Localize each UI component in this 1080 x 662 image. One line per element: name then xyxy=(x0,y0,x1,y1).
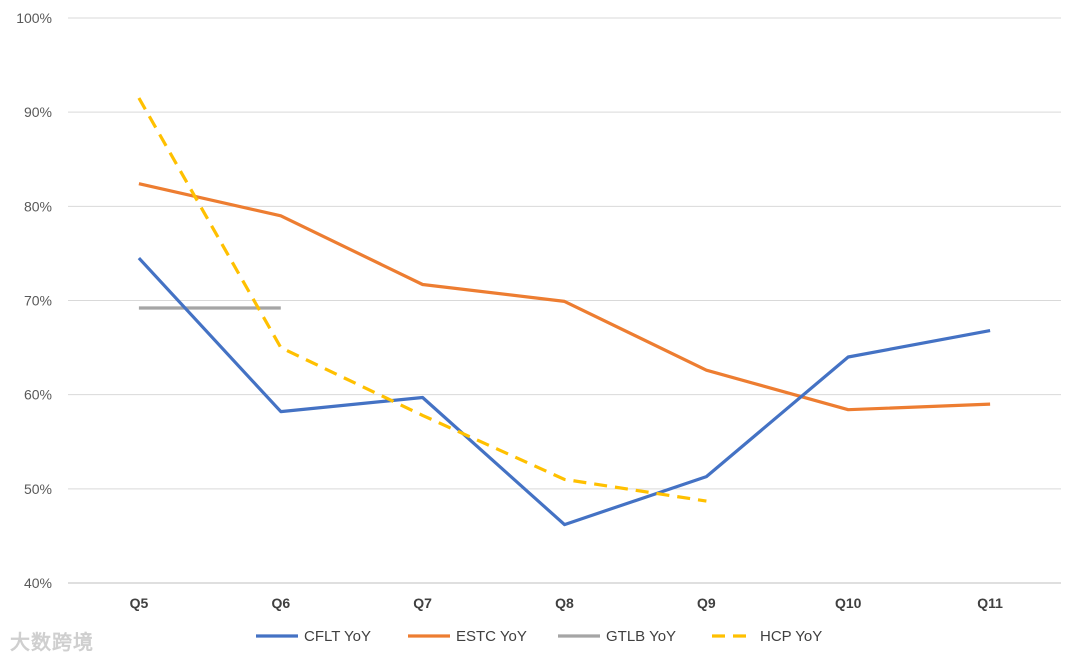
legend-label: GTLB YoY xyxy=(606,628,676,645)
y-tick-label: 40% xyxy=(24,575,52,591)
y-tick-label: 90% xyxy=(24,104,52,120)
legend-label: HCP YoY xyxy=(760,628,822,645)
legend: CFLT YoY ESTC YoY GTLB YoY HCP YoY xyxy=(256,628,822,645)
x-tick-label: Q10 xyxy=(835,595,862,611)
x-tick-label: Q6 xyxy=(271,595,290,611)
x-tick-label: Q5 xyxy=(130,595,149,611)
series-line-hcp xyxy=(137,97,707,503)
series-line-cflt xyxy=(137,257,991,527)
watermark: 大数跨境 xyxy=(10,630,94,654)
x-tick-label: Q7 xyxy=(413,595,432,611)
y-tick-label: 70% xyxy=(24,293,52,309)
y-tick-label: 80% xyxy=(24,198,52,214)
series-lines xyxy=(137,97,991,527)
x-tick-label: Q8 xyxy=(555,595,574,611)
y-tick-label: 100% xyxy=(16,10,52,26)
y-tick-label: 50% xyxy=(24,481,52,497)
legend-label: CFLT YoY xyxy=(304,628,371,645)
y-axis-ticks: 40% 50% 60% 70% 80% 90% 100% xyxy=(16,10,52,591)
x-tick-label: Q11 xyxy=(977,595,1003,611)
x-tick-label: Q9 xyxy=(697,595,716,611)
y-tick-label: 60% xyxy=(24,387,52,403)
legend-label: ESTC YoY xyxy=(456,628,527,645)
series-line-estc xyxy=(138,182,991,412)
x-axis-ticks: Q5 Q6 Q7 Q8 Q9 Q10 Q11 xyxy=(130,595,1004,611)
